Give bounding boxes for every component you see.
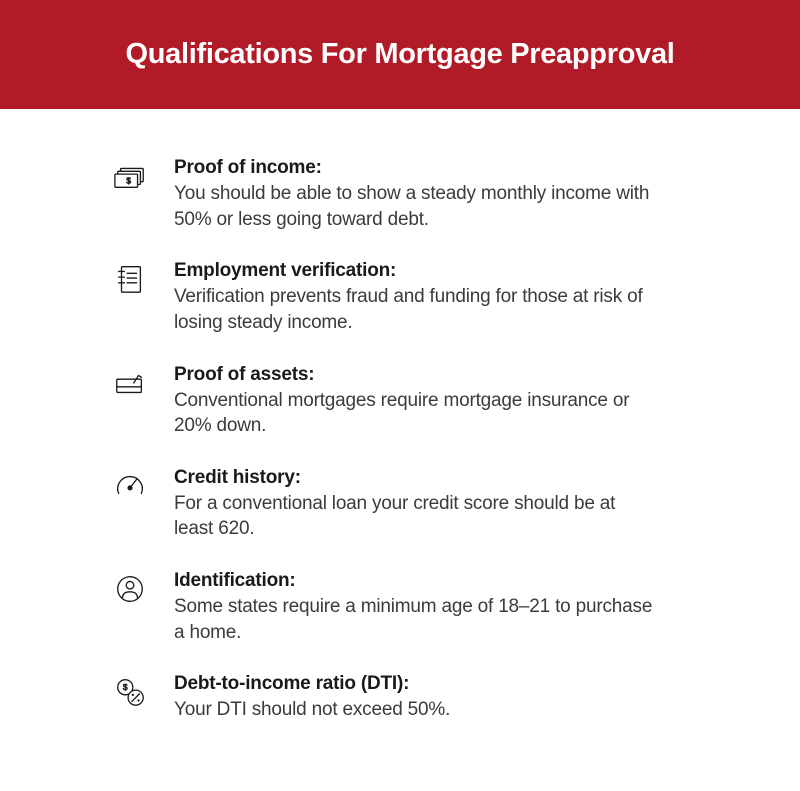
- qualifications-list: $ Proof of income: You should be able to…: [0, 109, 800, 791]
- list-item: $ Proof of income: You should be able to…: [110, 157, 720, 232]
- list-item: Identification: Some states require a mi…: [110, 570, 720, 645]
- item-body: Conventional mortgages require mortgage …: [174, 388, 654, 439]
- item-title: Proof of income:: [174, 157, 720, 179]
- item-title: Debt-to-income ratio (DTI):: [174, 673, 720, 695]
- gauge-icon: [110, 467, 150, 507]
- header-banner: Qualifications For Mortgage Preapproval: [0, 0, 800, 109]
- item-title: Employment verification:: [174, 260, 720, 282]
- item-body: Some states require a minimum age of 18–…: [174, 594, 654, 645]
- item-body: Your DTI should not exceed 50%.: [174, 697, 654, 723]
- check-icon: [110, 364, 150, 404]
- item-body: You should be able to show a steady mont…: [174, 181, 654, 232]
- list-item: Credit history: For a conventional loan …: [110, 467, 720, 542]
- page-title: Qualifications For Mortgage Preapproval: [40, 38, 760, 71]
- document-icon: [110, 260, 150, 300]
- percent-icon: $: [110, 673, 150, 713]
- item-body: For a conventional loan your credit scor…: [174, 491, 654, 542]
- svg-text:$: $: [123, 683, 128, 693]
- item-title: Proof of assets:: [174, 364, 720, 386]
- svg-text:$: $: [126, 176, 131, 186]
- list-item: $ Debt-to-income ratio (DTI): Your DTI s…: [110, 673, 720, 723]
- list-item: Employment verification: Verification pr…: [110, 260, 720, 335]
- list-item: Proof of assets: Conventional mortgages …: [110, 364, 720, 439]
- item-title: Credit history:: [174, 467, 720, 489]
- person-icon: [110, 570, 150, 610]
- money-icon: $: [110, 157, 150, 197]
- item-body: Verification prevents fraud and funding …: [174, 284, 654, 335]
- item-title: Identification:: [174, 570, 720, 592]
